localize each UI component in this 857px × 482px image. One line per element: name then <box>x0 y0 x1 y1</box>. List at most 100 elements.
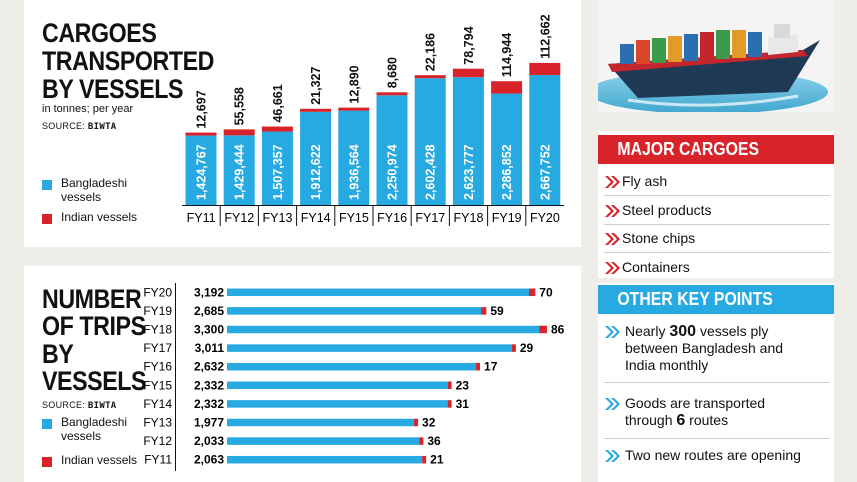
tick-label: FY15 <box>339 211 369 225</box>
trips-title-line: VESSELS <box>42 365 147 396</box>
tick-label: FY14 <box>143 397 172 411</box>
data-label-bangladeshi: 2,250,974 <box>386 144 400 200</box>
divider <box>604 438 830 439</box>
cargo-title-line: BY VESSELS <box>42 74 184 104</box>
trips-title-line: BY <box>42 338 74 369</box>
ship-icon <box>598 0 834 112</box>
bar-bangladeshi <box>227 307 482 315</box>
legend-swatch-indian <box>42 214 52 224</box>
data-label-indian: 46,661 <box>271 84 285 122</box>
chevron-right-icon <box>605 233 620 245</box>
cargo-item-label: Steel products <box>622 201 712 218</box>
trips-panel: NUMBER OF TRIPS BY VESSELS SOURCE: BIWTA… <box>24 266 581 482</box>
bar-indian <box>422 455 427 464</box>
tick-label: FY19 <box>492 211 522 225</box>
chevron-right-icon <box>605 450 620 462</box>
data-label-bangladeshi: 3,011 <box>195 341 225 355</box>
bar-indian <box>223 129 255 136</box>
bar-indian <box>511 344 516 352</box>
data-label-bangladeshi: 3,300 <box>194 323 224 337</box>
tick-label: FY18 <box>454 211 484 225</box>
data-label-indian: 21,327 <box>309 67 323 105</box>
key-point-text: Two new routes are opening <box>625 447 801 463</box>
data-label-bangladeshi: 2,602,428 <box>424 144 438 200</box>
data-label-bangladeshi: 1,912,622 <box>309 144 323 200</box>
chevron-right-icon <box>605 326 620 338</box>
tick-label: FY11 <box>144 453 172 467</box>
data-label-bangladeshi: 1,507,357 <box>271 144 285 200</box>
tick-label: FY13 <box>143 416 172 430</box>
bar-bangladeshi <box>261 131 293 205</box>
key-point-text: Nearly 300 vessels ply between Banglades… <box>625 323 815 374</box>
data-label-indian: 70 <box>539 285 553 299</box>
data-label-bangladeshi: 2,332 <box>194 378 224 392</box>
bar-indian <box>419 437 424 445</box>
data-label-indian: 36 <box>427 434 441 448</box>
bar-bangladeshi <box>227 381 448 390</box>
key-point-number: 6 <box>676 412 686 429</box>
bar-indian <box>261 126 293 132</box>
bar-indian <box>491 81 523 94</box>
tick-label: FY13 <box>263 211 293 225</box>
legend-swatch-indian <box>42 457 52 467</box>
legend-indian: Indian vessels <box>61 210 138 224</box>
chevron-right-icon <box>605 176 620 188</box>
trips-bar-chart: FY20 3,192 70 FY19 2,685 59 FY18 3,300 86 FY17 3,0… <box>143 283 565 471</box>
bar-indian <box>529 288 536 297</box>
tick-label: FY11 <box>187 211 216 225</box>
bar-bangladeshi <box>491 93 523 205</box>
bar-bangladeshi <box>227 288 529 297</box>
cargo-source: SOURCE: BIWTA <box>42 121 117 132</box>
data-label-indian: 12,890 <box>347 65 361 103</box>
tick-label: FY15 <box>143 378 172 392</box>
data-label-bangladeshi: 3,192 <box>194 285 224 299</box>
key-point-text: Goods are transported through 6 routes <box>625 395 810 429</box>
tick-label: FY19 <box>143 304 172 318</box>
bar-bangladeshi <box>227 400 448 408</box>
key-point-text-part: vessels ply between Bangladesh and India… <box>625 323 784 373</box>
legend-swatch-bangladeshi <box>42 180 52 190</box>
major-cargoes-box: MAJOR CARGOES Fly ash Steel products Sto… <box>598 131 834 278</box>
major-cargoes-title: MAJOR CARGOES <box>617 139 760 159</box>
source-label: SOURCE: <box>42 400 86 410</box>
bar-bangladeshi <box>529 75 561 205</box>
source-name: BIWTA <box>87 122 117 132</box>
bar-indian <box>447 381 452 390</box>
divider <box>604 195 830 196</box>
data-label-bangladeshi: 1,936,564 <box>347 144 361 200</box>
trips-title-line: NUMBER <box>42 284 142 314</box>
bar-indian <box>447 400 452 408</box>
cargo-item-label: Fly ash <box>622 173 668 189</box>
bar-indian <box>452 68 484 78</box>
tick-label: FY17 <box>143 341 172 355</box>
data-label-bangladeshi: 2,332 <box>194 397 224 411</box>
tick-label: FY12 <box>224 211 254 225</box>
bar-bangladeshi <box>227 437 420 445</box>
bar-indian <box>414 418 419 427</box>
data-label-bangladeshi: 2,632 <box>194 360 224 374</box>
data-label-bangladeshi: 2,033 <box>194 434 224 448</box>
bar-indian <box>185 132 217 136</box>
bar-indian <box>529 62 561 75</box>
key-points-header: OTHER KEY POINTS <box>598 285 834 314</box>
data-label-bangladeshi: 2,685 <box>194 304 224 318</box>
data-label-bangladeshi: 2,623,777 <box>462 144 476 200</box>
data-label-indian: 32 <box>422 416 436 430</box>
data-label-indian: 12,697 <box>195 90 209 128</box>
data-label-indian: 59 <box>490 304 504 318</box>
data-label-indian: 78,794 <box>462 26 476 64</box>
cargo-title-line: CARGOES <box>42 18 157 48</box>
bar-indian <box>539 325 547 334</box>
bar-indian <box>481 307 487 315</box>
bar-bangladeshi <box>414 78 446 205</box>
data-label-indian: 114,944 <box>500 33 514 78</box>
data-label-indian: 29 <box>520 341 534 355</box>
bar-bangladeshi <box>452 77 484 205</box>
data-label-bangladeshi: 1,977 <box>194 416 224 430</box>
key-point-number: 300 <box>669 323 697 340</box>
data-label-bangladeshi: 2,286,852 <box>500 144 514 200</box>
cargo-item-label: Stone chips <box>622 230 696 246</box>
bar-bangladeshi <box>376 95 408 205</box>
tick-label: FY20 <box>143 285 172 299</box>
bar-indian <box>476 362 481 371</box>
